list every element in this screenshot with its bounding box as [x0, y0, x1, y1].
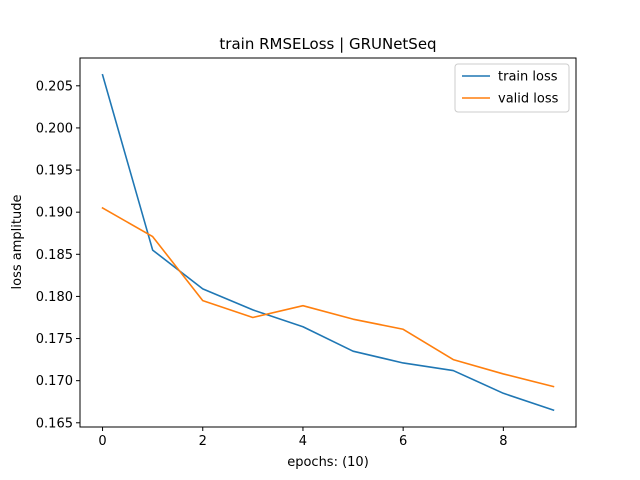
series-layer	[101, 73, 555, 412]
y-tick-label: 0.200	[36, 121, 73, 136]
x-tick-label: 6	[399, 434, 407, 449]
x-ticks: 0 2 4 6 8	[98, 427, 507, 449]
plot-frame	[79, 57, 577, 428]
legend-label: valid loss	[498, 92, 559, 107]
y-tick-label: 0.195	[36, 164, 73, 179]
y-tick-label: 0.175	[36, 332, 73, 347]
y-axis-label: loss amplitude	[10, 195, 25, 290]
y-tick-label: 0.205	[36, 79, 73, 94]
y-tick-label: 0.190	[36, 206, 73, 221]
x-tick-label: 4	[299, 434, 307, 449]
chart-title: train RMSELoss | GRUNetSeq	[219, 35, 436, 53]
y-tick-label: 0.165	[36, 416, 73, 431]
series-line-valid-loss	[101, 206, 555, 388]
x-tick-label: 0	[98, 434, 106, 449]
x-tick-label: 2	[199, 434, 207, 449]
legend-label: train loss	[498, 70, 558, 85]
y-tick-label: 0.170	[36, 374, 73, 389]
x-axis-label: epochs: (10)	[287, 455, 369, 470]
y-ticks: 0.165 0.170 0.175 0.180 0.185 0.190 0.195 0.200…	[36, 79, 80, 431]
y-tick-label: 0.180	[36, 290, 73, 305]
legend: train loss valid loss	[454, 63, 570, 113]
x-tick-label: 8	[499, 434, 507, 449]
y-tick-label: 0.185	[36, 248, 73, 263]
